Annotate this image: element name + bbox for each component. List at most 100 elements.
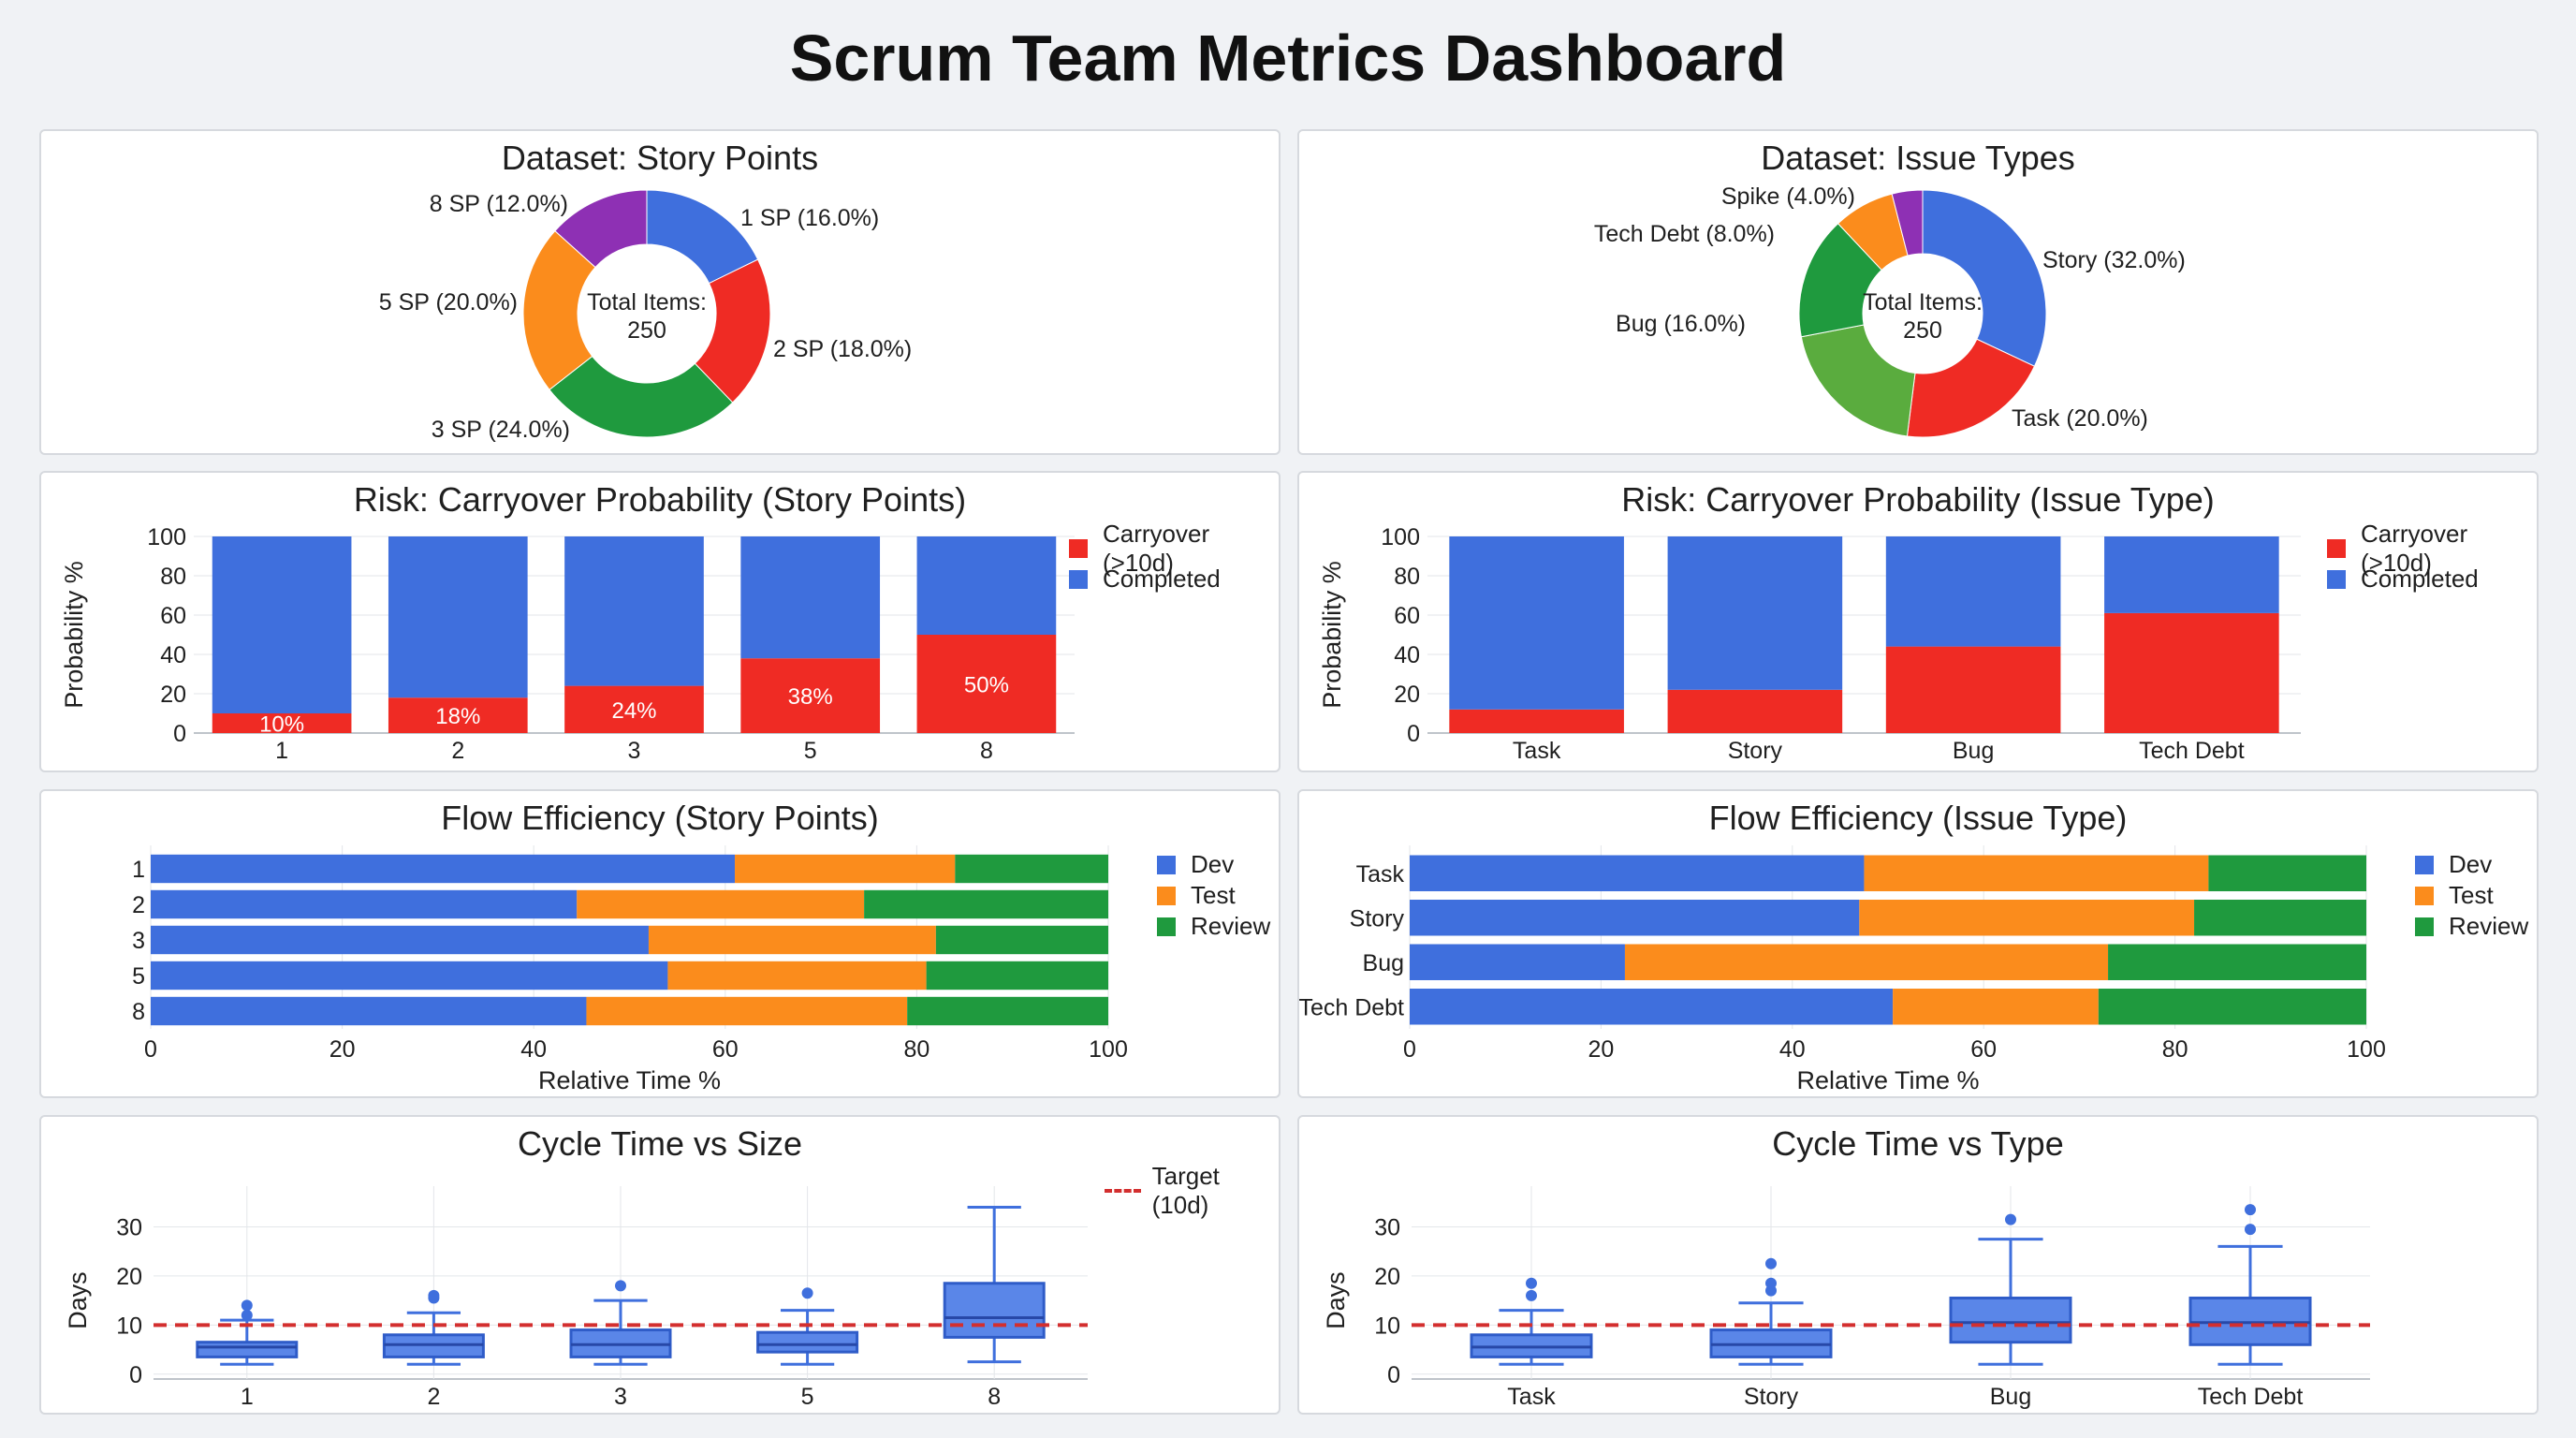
legend-swatch-completed (1069, 569, 1088, 589)
legend-item-dev: Dev (1157, 849, 1270, 880)
x-tick-label: 80 (2162, 1036, 2188, 1063)
slice-label-task: Task (20.0%) (2012, 405, 2148, 432)
box-plot-cycle-time-type: 0 10 20 30 Task Story Bug Tech Debt Days (1322, 1186, 2370, 1410)
y-tick-label: Bug (1363, 950, 1404, 976)
legend-risk-issue-type: Carryover (>10d) Completed (2327, 520, 2537, 594)
panel-title-cycle-time-type: Cycle Time vs Type (1772, 1124, 2064, 1163)
panel-risk-issue-type: Risk: Carryover Probability (Issue Type)… (1297, 471, 2539, 772)
y-tick-label: 80 (160, 564, 186, 590)
bar-review-1 (955, 854, 1108, 884)
data-label-5: 38% (788, 684, 833, 710)
outlier-point-task (1526, 1289, 1537, 1301)
bar-dev-tech-debt (1410, 989, 1894, 1025)
legend-risk-story-points: Carryover (>10d) Completed (1069, 520, 1279, 594)
legend-swatch-dev (2415, 855, 2434, 874)
legend-item-completed: Completed (2327, 564, 2537, 594)
legend-label-dev: Dev (1191, 850, 1235, 878)
outlier-point-tech-debt (2245, 1204, 2256, 1216)
panel-flow-issue-type: Flow Efficiency (Issue Type) 0 20 40 60 80 10… (1297, 789, 2539, 1098)
panel-title-story-points-dataset: Dataset: Story Points (501, 139, 819, 177)
legend-label-completed: Completed (1103, 565, 1221, 593)
legend-label-test: Test (2449, 881, 2494, 909)
y-tick-label: 5 (132, 963, 145, 990)
x-axis-label: Relative Time % (1796, 1066, 1979, 1094)
x-tick-label: Story (1744, 1384, 1799, 1410)
bar-review-story (2194, 900, 2366, 936)
legend-swatch-target-line (1105, 1188, 1141, 1193)
bar-completed-tech-debt (2104, 536, 2279, 613)
outlier-point-tech-debt (2245, 1224, 2256, 1236)
outlier-point-story (1765, 1277, 1777, 1289)
bar-completed-5 (740, 536, 881, 659)
bar-review-2 (864, 889, 1108, 919)
bar-carryover-10d-tech-debt (2104, 612, 2279, 733)
bar-completed-8 (916, 536, 1057, 635)
y-tick-label: 20 (1394, 682, 1420, 708)
legend-item-review: Review (1157, 911, 1270, 942)
bar-completed-3 (564, 536, 704, 686)
panel-title-flow-story-points: Flow Efficiency (Story Points) (441, 799, 879, 837)
donut-slice-story (1922, 189, 2047, 367)
stacked-bar-chart-risk-issue-type: 0 20 40 60 80 100 Task Story Bug Tech Debt Probabi… (1318, 524, 2301, 764)
slice-label-5-sp: 5 SP (20.0%) (379, 289, 518, 315)
outlier-point-2 (428, 1289, 440, 1301)
bar-review-3 (935, 925, 1108, 955)
x-tick-label: 40 (1779, 1036, 1806, 1063)
legend-label-review: Review (1191, 912, 1271, 940)
legend-item-test: Test (2415, 880, 2528, 911)
x-tick-label: 2 (451, 738, 464, 764)
y-tick-label: 60 (160, 603, 186, 629)
y-tick-label: 20 (1374, 1264, 1400, 1290)
bar-dev-story (1410, 900, 1860, 936)
x-tick-label: Bug (1953, 738, 1994, 764)
y-tick-label: 30 (1374, 1214, 1400, 1240)
bar-test-3 (648, 925, 936, 955)
slice-label-spike: Spike (4.0%) (1721, 183, 1855, 210)
y-tick-label: 20 (116, 1264, 142, 1290)
y-tick-label: 10 (116, 1313, 142, 1339)
y-tick-label: 0 (129, 1362, 142, 1388)
y-tick-label: 0 (1387, 1362, 1400, 1388)
x-tick-label: Tech Debt (2198, 1384, 2304, 1410)
y-tick-label: 100 (1381, 524, 1420, 550)
outlier-point-5 (801, 1287, 813, 1299)
panel-flow-story-points: Flow Efficiency (Story Points) 0 20 40 60 80… (39, 789, 1281, 1098)
slice-label-8-sp: 8 SP (12.0%) (430, 191, 568, 217)
outlier-point-bug (2005, 1213, 2016, 1225)
donut-slice-spike (1891, 189, 1924, 257)
panel-title-issue-types-dataset: Dataset: Issue Types (1761, 139, 2075, 177)
page-title: Scrum Team Metrics Dashboard (789, 22, 1787, 95)
bar-test-task (1864, 855, 2209, 891)
bar-dev-task (1410, 855, 1865, 891)
legend-swatch-test (2415, 886, 2434, 905)
y-tick-label: Tech Debt (1299, 994, 1404, 1020)
legend-label-dev: Dev (2449, 850, 2493, 878)
y-axis-label: Days (64, 1271, 92, 1329)
bar-test-bug (1624, 944, 2109, 980)
x-tick-label: 1 (241, 1384, 254, 1410)
outlier-point-3 (615, 1280, 626, 1292)
outlier-point-1 (241, 1309, 253, 1321)
legend-swatch-review (1157, 917, 1176, 936)
y-tick-label: 3 (132, 928, 145, 954)
slice-label-tech-debt: Tech Debt (8.0%) (1594, 221, 1775, 247)
y-tick-label: 100 (147, 524, 186, 550)
bar-carryover-10d-3 (564, 685, 704, 733)
center-label: Total Items: (587, 289, 707, 315)
box-5 (756, 1330, 859, 1354)
y-tick-label: 80 (1394, 564, 1420, 590)
legend-target: Target (10d) (1105, 1162, 1279, 1219)
y-tick-label: Story (1350, 905, 1405, 932)
legend-label-completed: Completed (2361, 565, 2479, 593)
panel-story-points-dataset: Dataset: Story Points 1 SP (16.0%) 2 SP (… (39, 129, 1281, 455)
legend-swatch-carryover (2327, 538, 2346, 558)
center-value: 250 (627, 317, 666, 344)
bar-carryover-10d-story (1667, 689, 1843, 733)
x-tick-label: Task (1513, 738, 1561, 764)
y-tick-label: 60 (1394, 603, 1420, 629)
donut-slice-2-sp (694, 258, 771, 404)
bar-dev-3 (151, 925, 649, 955)
legend-swatch-completed (2327, 569, 2346, 589)
legend-label-carryover: Carryover (>10d) (2361, 519, 2468, 577)
legend-item-carryover: Carryover (>10d) (1069, 520, 1279, 577)
